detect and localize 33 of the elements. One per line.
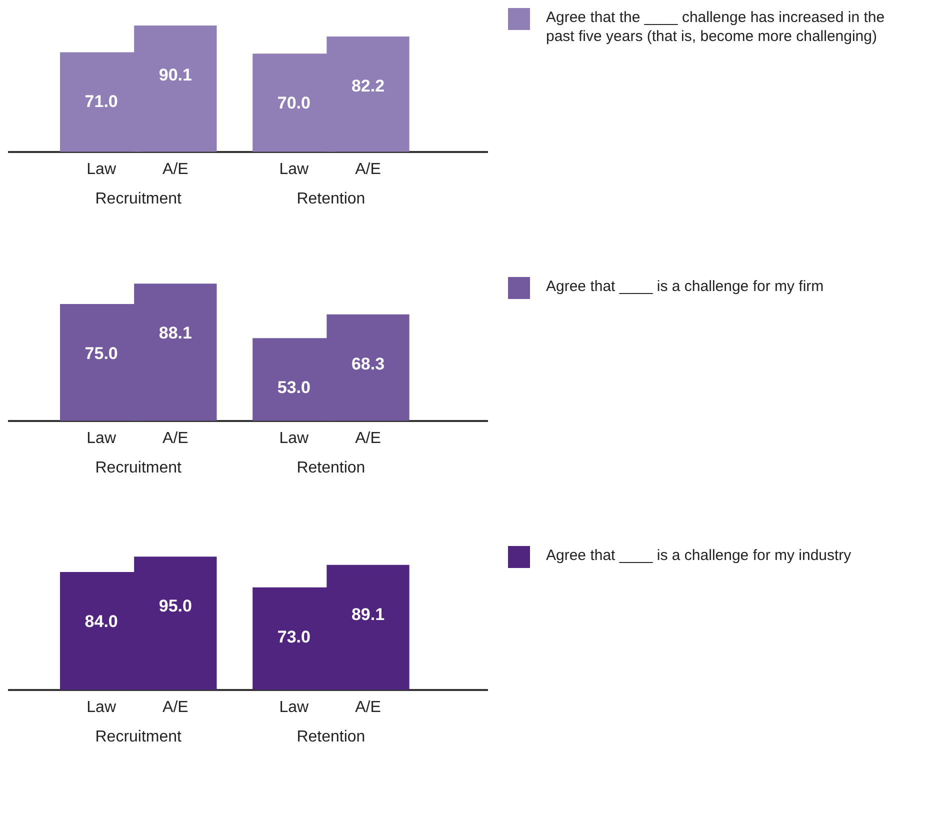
legend-label: Agree that ____ is a challenge for my firm <box>546 277 824 296</box>
data-label: 68.3 <box>351 354 385 374</box>
data-label: 89.1 <box>351 604 385 624</box>
x-tick-label: A/E <box>355 698 381 716</box>
data-label: 88.1 <box>158 324 192 343</box>
text: Recruitment <box>95 728 182 746</box>
x-tick-label: Law <box>86 160 116 178</box>
data-label: 75.0 <box>84 344 118 363</box>
data-label: 82.2 <box>351 76 385 96</box>
x-tick-label: Law <box>86 698 116 716</box>
x-tick-label: Law <box>86 430 116 447</box>
text: Recruitment <box>95 190 182 208</box>
x-tick-label: Law <box>279 698 310 716</box>
x-tick-label: A/E <box>162 430 188 447</box>
legend-label: Agree that ____ is a challenge for my industry <box>546 546 852 565</box>
x-tick-label: A/E <box>162 698 188 716</box>
text: Retention <box>296 728 366 746</box>
x-tick-label: A/E <box>162 160 188 178</box>
text: Retention <box>296 459 366 476</box>
data-label: 90.1 <box>158 66 192 85</box>
text: Retention <box>296 190 366 208</box>
data-label: 70.0 <box>277 94 310 113</box>
data-label: 71.0 <box>84 92 118 112</box>
data-label: 53.0 <box>277 378 310 398</box>
x-tick-label: Law <box>279 430 310 447</box>
data-label: 73.0 <box>277 627 310 646</box>
data-label: 84.0 <box>84 612 118 632</box>
x-tick-label: Law <box>279 160 310 178</box>
text: Recruitment <box>95 459 182 476</box>
x-tick-label: A/E <box>355 430 381 447</box>
x-tick-label: A/E <box>355 160 381 178</box>
data-label: 95.0 <box>158 596 192 616</box>
legend-label: Agree that the ____ challenge has increased in the past five years (that is, become more challenging) <box>546 8 886 46</box>
